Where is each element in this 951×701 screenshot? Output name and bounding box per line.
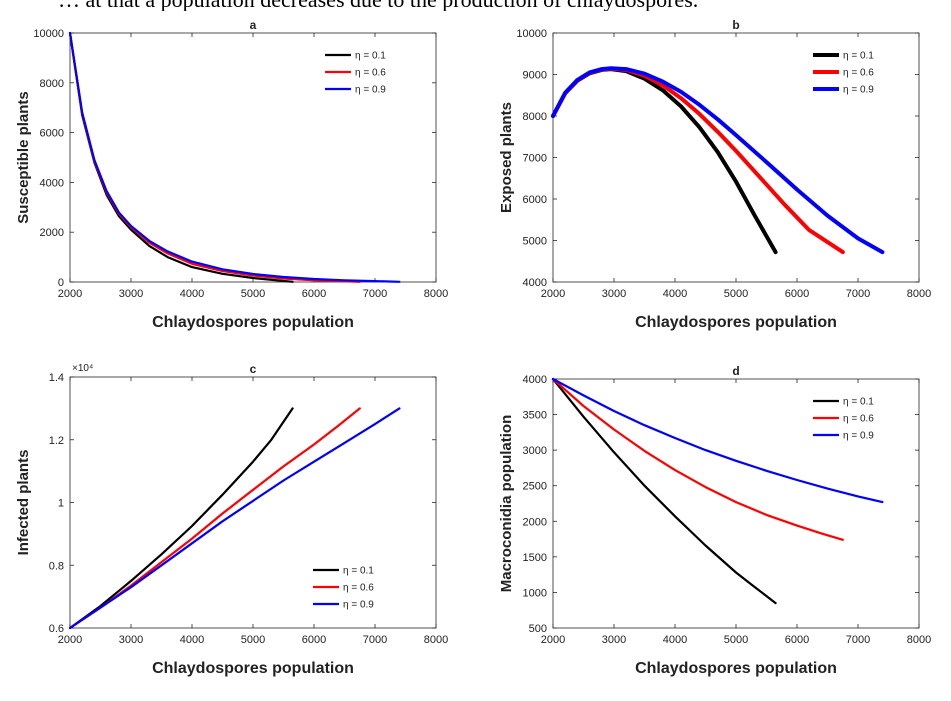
- x-tick-label: 4000: [180, 634, 204, 646]
- chart-panel-b: 2000 3000 4000 5000 6000 7000 8000 4000 5000 6000…: [498, 18, 931, 331]
- x-tick-label: 5000: [724, 288, 748, 300]
- y-tick-label: 4000: [523, 277, 547, 289]
- y-tick-label: 500: [529, 623, 547, 635]
- x-tick-label: 3000: [602, 634, 626, 646]
- x-tick-label: 5000: [241, 288, 265, 300]
- chart-panel-c: 2000 3000 4000 5000 6000 7000 8000 0.6 0.8 1 1.2 1.…: [15, 362, 448, 677]
- y-tick-label: 2500: [523, 481, 547, 493]
- x-tick-label: 7000: [363, 634, 387, 646]
- x-tick-label: 3000: [119, 288, 143, 300]
- y-tick-label: 6000: [523, 194, 547, 206]
- axes-box: [552, 378, 920, 629]
- y-tick-label: 1000: [523, 587, 547, 599]
- legend-label: η = 0.1: [843, 397, 874, 408]
- x-tick-label: 6000: [302, 634, 326, 646]
- y-tick-label: 1: [58, 498, 64, 510]
- series-line-3: [551, 377, 884, 504]
- legend-label: η = 0.1: [843, 51, 874, 62]
- x-tick-label: 5000: [241, 634, 265, 646]
- chart-panel-a: 2000 3000 4000 5000 6000 7000 8000020004000600…: [15, 18, 448, 331]
- x-tick-label: 4000: [663, 288, 687, 300]
- y-tick-label: 4000: [40, 177, 64, 189]
- y-tick-label: 8000: [40, 78, 64, 90]
- x-axis-label: Chlaydospores population: [635, 660, 837, 677]
- y-tick-label: 3000: [523, 445, 547, 457]
- y-tick-label: 2000: [523, 516, 547, 528]
- x-tick-label: 7000: [846, 288, 870, 300]
- series-line-3: [551, 66, 885, 255]
- x-tick-label: 7000: [363, 288, 387, 300]
- chart-panel-d: 2000 3000 4000 5000 6000 7000 8000 500 1000 1500 2…: [498, 364, 931, 677]
- x-axis-label: Chlaydospores population: [635, 314, 837, 331]
- x-tick-label: 8000: [424, 634, 448, 646]
- x-tick-label: 2000: [541, 634, 565, 646]
- y-tick-label: 6000: [40, 128, 64, 140]
- y-tick-label: 5000: [523, 236, 547, 248]
- legend-label: η = 0.1: [343, 566, 374, 577]
- x-tick-label: 2000: [58, 288, 82, 300]
- x-tick-label: 3000: [119, 634, 143, 646]
- y-tick-label: 4000: [523, 374, 547, 386]
- x-tick-label: 6000: [302, 288, 326, 300]
- x-tick-label: 4000: [180, 288, 204, 300]
- x-tick-label: 7000: [846, 634, 870, 646]
- series-line-1: [551, 377, 777, 605]
- y-tick-label: 1.2: [49, 435, 64, 447]
- y-axis-label: Exposed plants: [498, 102, 515, 213]
- legend-label: η = 0.6: [843, 414, 874, 425]
- legend-label: η = 0.6: [343, 583, 374, 594]
- legend-label: η = 0.6: [355, 68, 386, 79]
- x-tick-label: 8000: [907, 288, 931, 300]
- y-axis-label: Macroconidia population: [498, 415, 515, 593]
- x-tick-label: 3000: [602, 288, 626, 300]
- series-line-1: [68, 407, 294, 630]
- y-tick-label: 0.6: [49, 623, 64, 635]
- x-tick-label: 4000: [663, 634, 687, 646]
- x-tick-label: 5000: [724, 634, 748, 646]
- legend-label: η = 0.9: [343, 600, 374, 611]
- y-tick-label: 2000: [40, 227, 64, 239]
- y-tick-label: 8000: [523, 111, 547, 123]
- legend: η = 0.1 η = 0.6 η = 0.9: [813, 397, 874, 442]
- series-line-3: [68, 407, 401, 630]
- x-tick-label: 2000: [541, 288, 565, 300]
- panel-title: d: [732, 364, 739, 378]
- legend-label: η = 0.9: [843, 85, 874, 96]
- legend: η = 0.1 η = 0.6 η = 0.9: [313, 566, 374, 611]
- y-tick-label: 7000: [523, 153, 547, 165]
- y-axis-label: Infected plants: [15, 450, 32, 556]
- y-exponent-label: ×10⁴: [72, 363, 93, 374]
- legend-label: η = 0.9: [355, 85, 386, 96]
- y-tick-label: 10000: [33, 28, 64, 40]
- x-tick-label: 8000: [424, 288, 448, 300]
- x-axis-label: Chlaydospores population: [152, 314, 354, 331]
- x-tick-label: 6000: [785, 288, 809, 300]
- legend: η = 0.1 η = 0.6 η = 0.9: [325, 51, 386, 96]
- y-axis-label: Susceptible plants: [15, 91, 32, 224]
- panel-title: c: [250, 362, 257, 376]
- y-tick-label: 1500: [523, 552, 547, 564]
- y-tick-label: 3500: [523, 410, 547, 422]
- x-axis-label: Chlaydospores population: [152, 660, 354, 677]
- y-tick-label: 0: [58, 277, 64, 289]
- legend: η = 0.1 η = 0.6 η = 0.9: [813, 51, 874, 96]
- y-tick-label: 10000: [516, 28, 547, 40]
- panel-title: a: [250, 18, 257, 32]
- x-tick-label: 8000: [907, 634, 931, 646]
- axes-box: [69, 32, 437, 283]
- legend-label: η = 0.9: [843, 431, 874, 442]
- x-tick-label: 6000: [785, 634, 809, 646]
- series-line-3: [68, 31, 401, 283]
- legend-label: η = 0.6: [843, 68, 874, 79]
- page-header-text: … at that a population decreases due to …: [58, 0, 951, 11]
- y-tick-label: 9000: [523, 70, 547, 82]
- x-tick-label: 2000: [58, 634, 82, 646]
- y-tick-label: 1.4: [49, 372, 64, 384]
- series-line-2: [551, 377, 844, 541]
- y-tick-label: 0.8: [49, 560, 64, 572]
- panel-title: b: [732, 18, 739, 32]
- legend-label: η = 0.1: [355, 51, 386, 62]
